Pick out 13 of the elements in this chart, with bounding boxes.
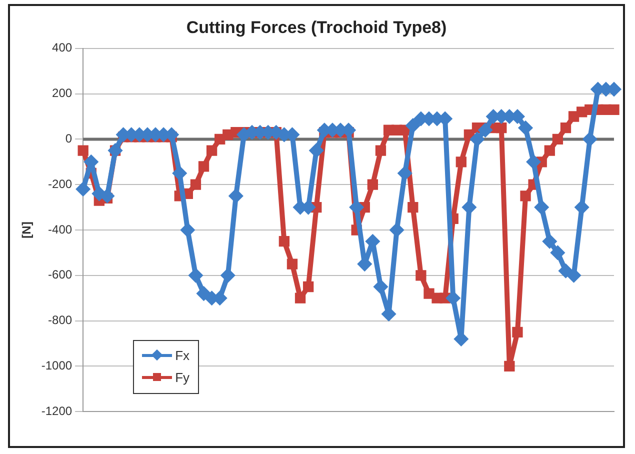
y-tick-label: 400	[52, 40, 72, 55]
legend-label: Fx	[175, 348, 190, 364]
y-axis-title: [N]	[20, 222, 34, 238]
y-tick-label: -200	[48, 176, 72, 191]
y-tick-label: 0	[65, 132, 72, 146]
y-tick-label: 200	[52, 86, 72, 100]
y-tick-label: -1000	[41, 358, 72, 373]
y-tick-label: -600	[48, 268, 72, 282]
y-tick-label: -400	[48, 222, 72, 236]
chart-title: Cutting Forces (Trochoid Type8)	[186, 18, 447, 37]
y-tick-label: -1200	[41, 404, 72, 418]
legend-label: Fy	[175, 370, 190, 386]
y-tick-label: -800	[48, 313, 72, 328]
